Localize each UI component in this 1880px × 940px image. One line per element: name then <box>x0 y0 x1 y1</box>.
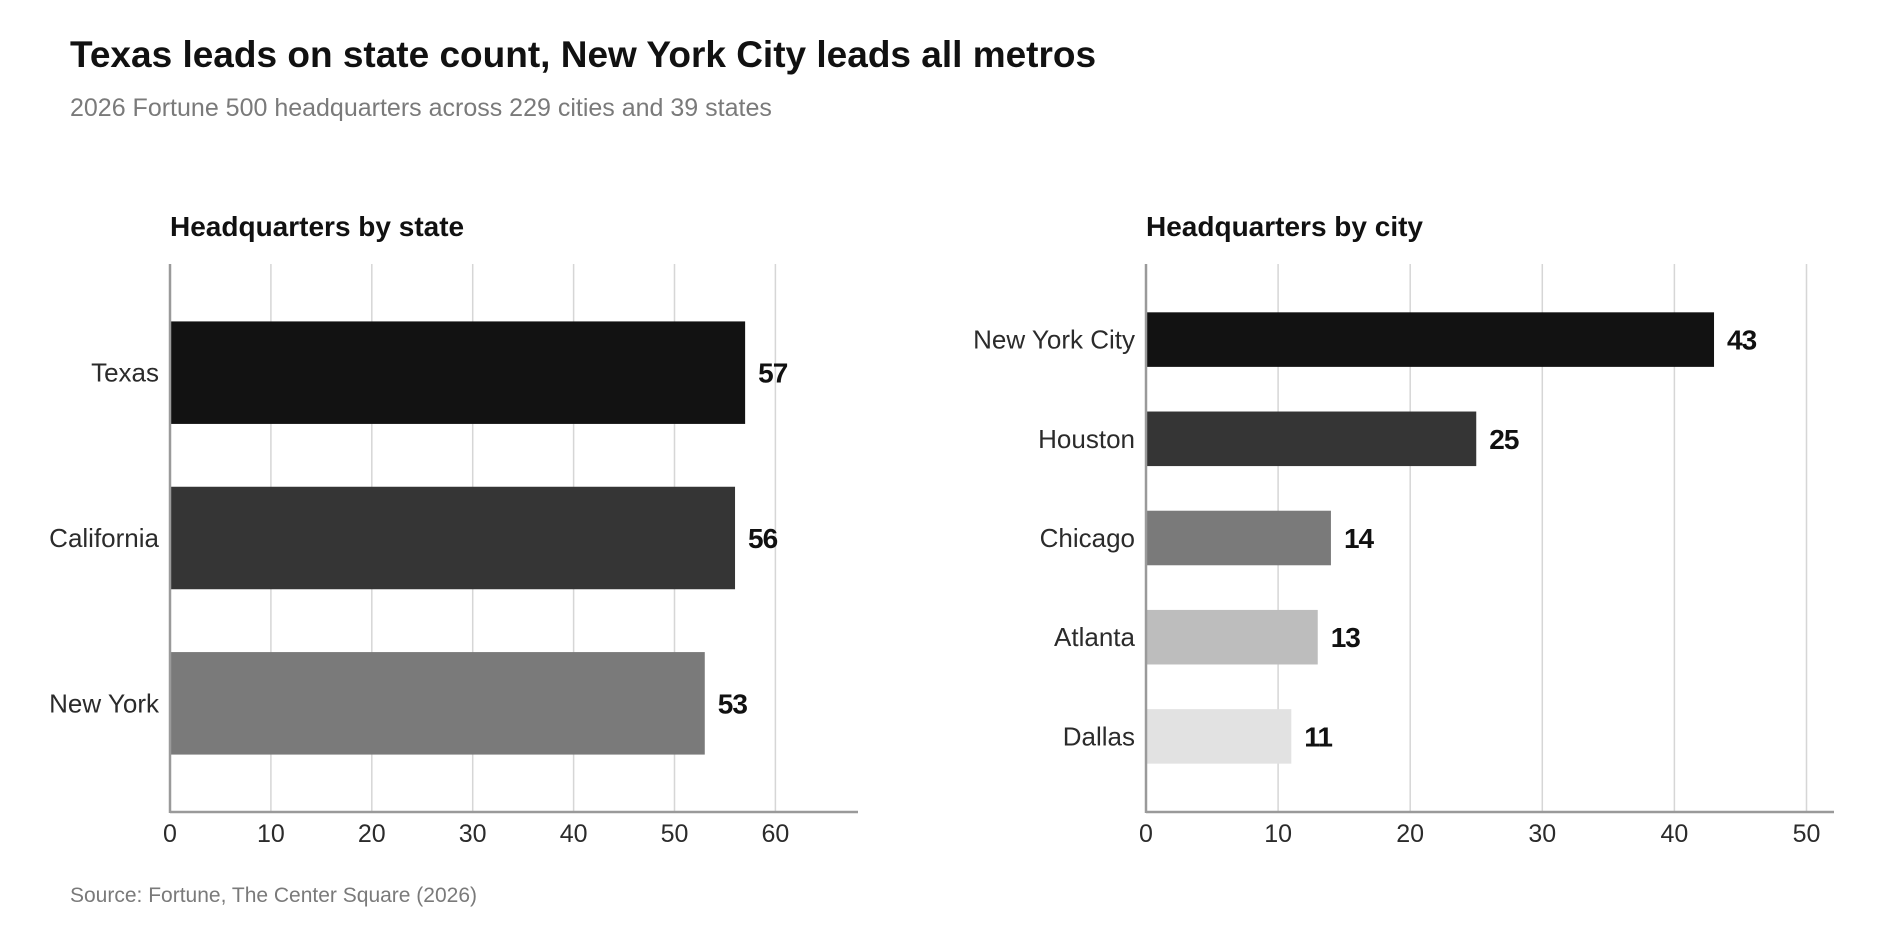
state-tick-label: 30 <box>459 820 487 848</box>
city-tick-label: 20 <box>1396 820 1424 848</box>
state-tick-label: 0 <box>163 820 177 848</box>
state-tick-label: 20 <box>358 820 386 848</box>
state-category-label: California <box>49 523 159 553</box>
city-chart: Headquarters by city 43 New York City 25 Hou… <box>973 211 1834 848</box>
city-category-label: Chicago <box>1040 523 1135 553</box>
state-tick-label: 40 <box>560 820 588 848</box>
state-panel-title: Headquarters by state <box>170 211 464 242</box>
city-bar <box>1146 609 1318 665</box>
state-chart: Headquarters by state 57 Texas 56 California… <box>49 211 858 848</box>
source-note: Source: Fortune, The Center Square (2026… <box>70 884 478 907</box>
city-category-label: New York City <box>973 325 1135 355</box>
chart-subtitle: 2026 Fortune 500 headquarters across 229… <box>70 94 772 122</box>
city-tick-label: 30 <box>1528 820 1556 848</box>
city-category-label: Dallas <box>1063 721 1135 751</box>
state-value-label: 57 <box>758 358 788 389</box>
city-tick-label: 50 <box>1793 820 1821 848</box>
city-bar <box>1146 411 1477 467</box>
city-panel-title: Headquarters by city <box>1146 211 1423 242</box>
state-category-label: New York <box>49 688 160 718</box>
chart-title: Texas leads on state count, New York Cit… <box>70 34 1097 75</box>
city-value-label: 43 <box>1727 325 1757 356</box>
city-bar <box>1146 709 1292 764</box>
city-category-label: Houston <box>1038 424 1135 454</box>
state-value-label: 53 <box>718 688 748 719</box>
city-category-label: Atlanta <box>1054 622 1135 652</box>
city-tick-label: 0 <box>1139 820 1153 848</box>
state-category-label: Texas <box>91 358 159 388</box>
city-value-label: 25 <box>1489 424 1519 455</box>
city-tick-label: 10 <box>1264 820 1292 848</box>
city-bar <box>1146 312 1715 367</box>
city-value-label: 11 <box>1304 721 1332 752</box>
state-tick-label: 60 <box>761 820 789 848</box>
city-value-label: 14 <box>1344 523 1375 554</box>
state-tick-label: 10 <box>257 820 285 848</box>
state-tick-label: 50 <box>661 820 689 848</box>
city-value-label: 13 <box>1331 622 1361 653</box>
city-tick-label: 40 <box>1660 820 1688 848</box>
state-bar <box>170 321 746 424</box>
city-bar <box>1146 510 1331 566</box>
state-bar <box>170 486 736 590</box>
state-value-label: 56 <box>748 523 778 554</box>
state-bar <box>170 652 705 755</box>
